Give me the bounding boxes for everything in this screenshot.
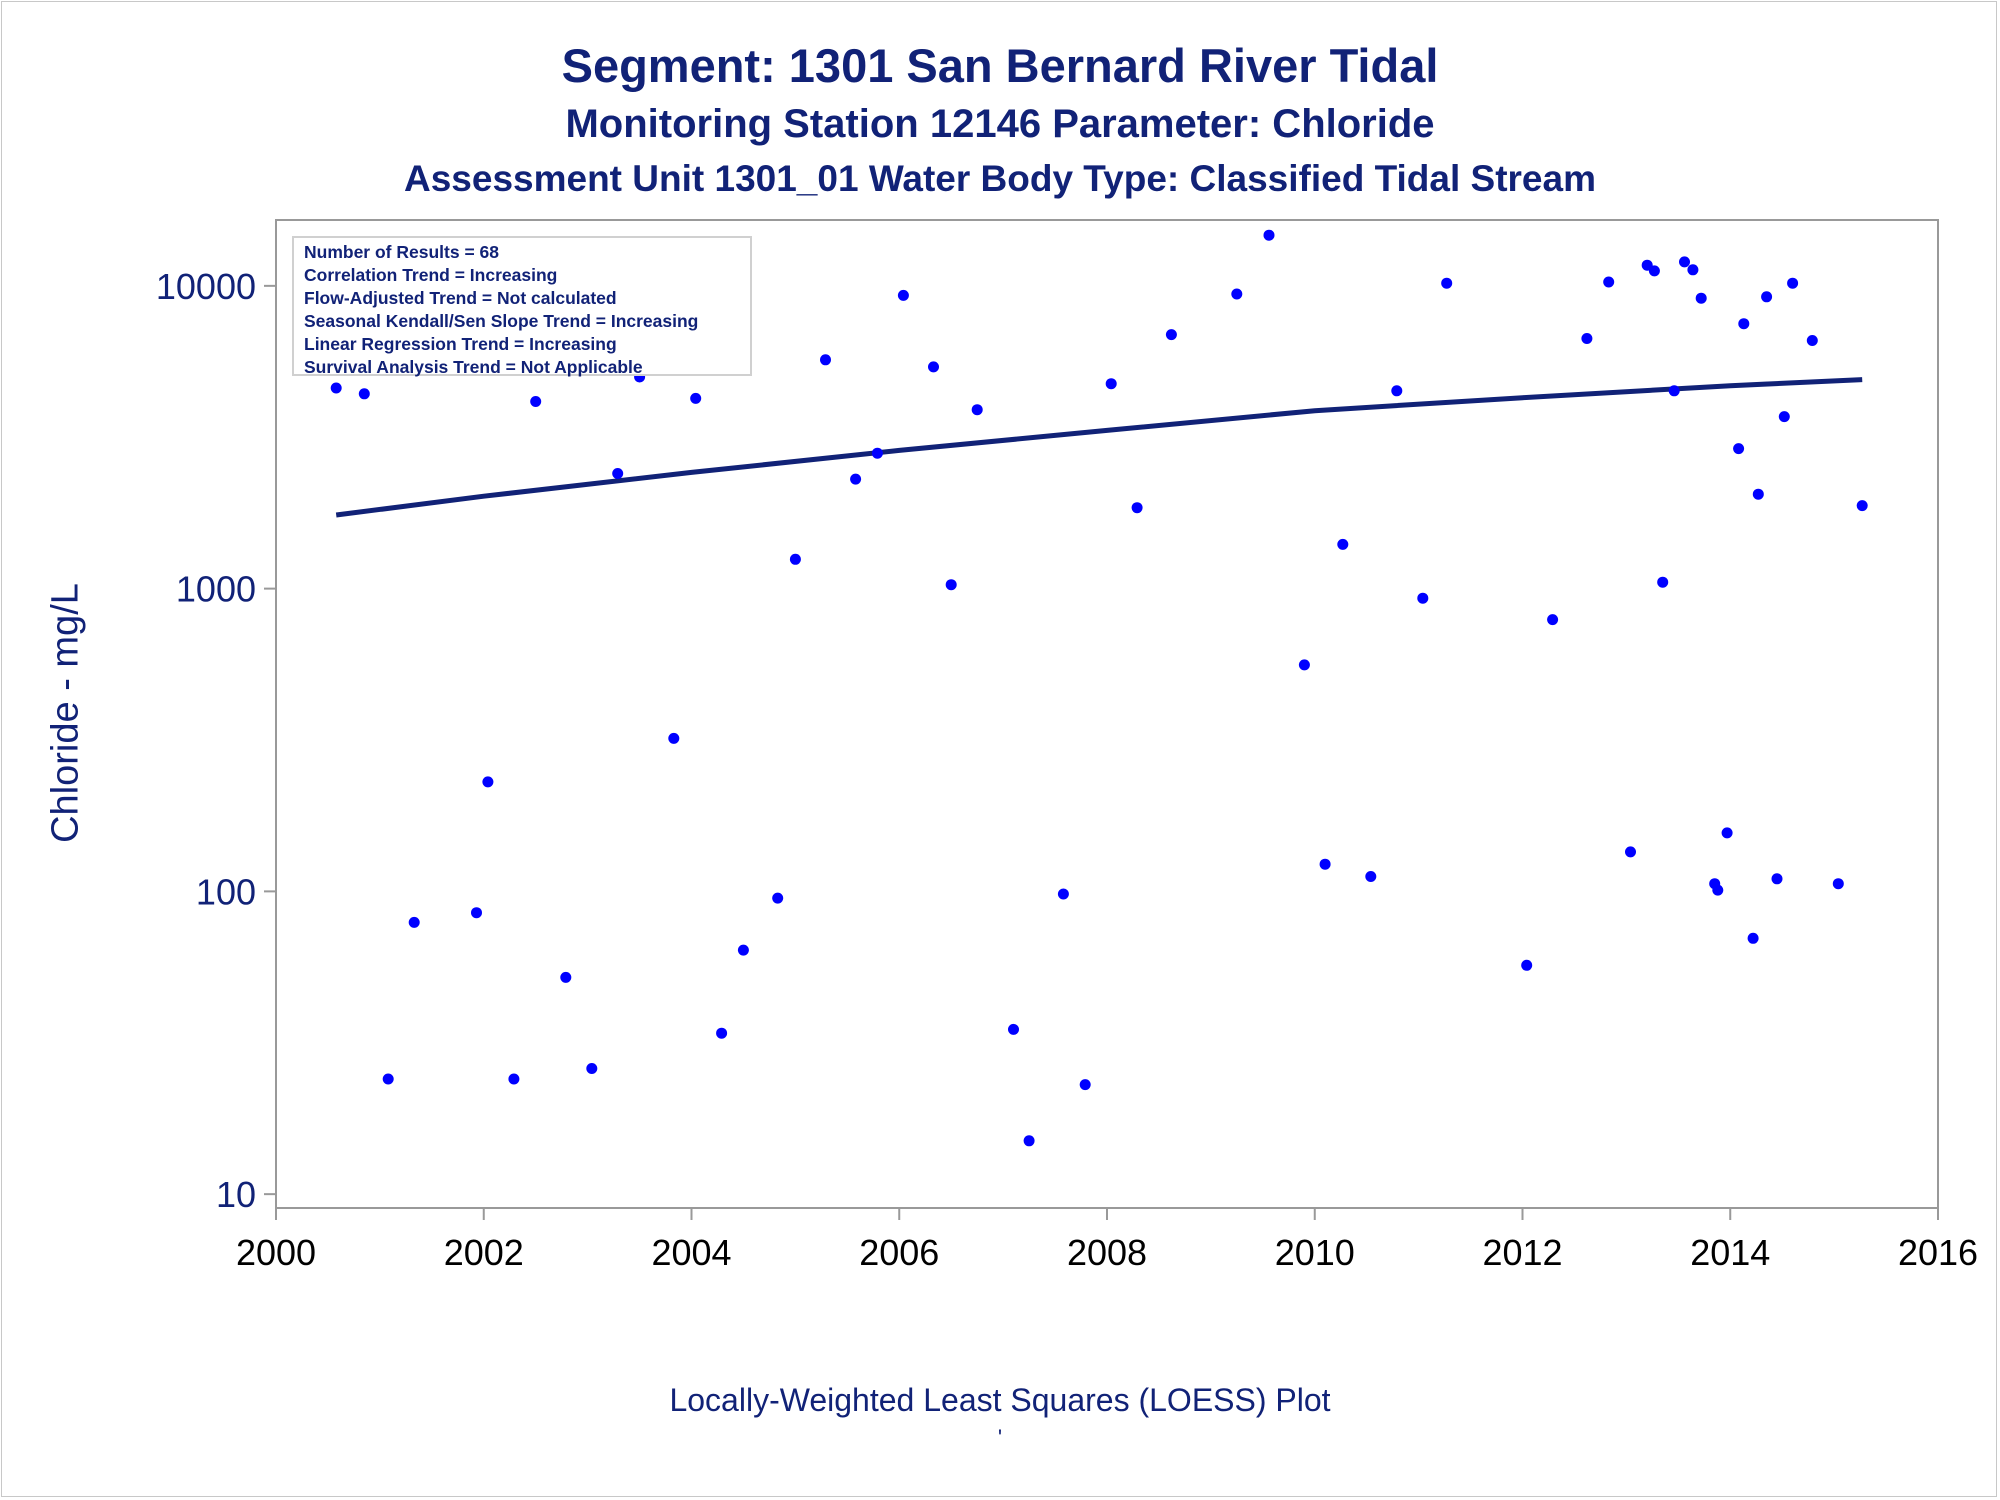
data-point (1079, 1079, 1091, 1091)
stat-survival-analysis-trend: Survival Analysis Trend = Not Applicable (304, 357, 643, 377)
stat-flow-adjusted-trend: Flow-Adjusted Trend = Not calculated (304, 288, 617, 308)
y-tick-label: 1000 (176, 569, 256, 610)
data-point (1679, 256, 1690, 268)
data-point (1319, 858, 1331, 870)
data-point (1131, 502, 1143, 514)
data-point (1721, 827, 1733, 839)
data-point (1752, 488, 1764, 500)
data-point (1165, 329, 1177, 341)
stat-linear-regression-trend: Linear Regression Trend = Increasing (304, 334, 617, 354)
x-tick-label: 2000 (236, 1232, 316, 1273)
y-tick-label: 10000 (156, 266, 256, 307)
x-tick-label: 2012 (1482, 1232, 1562, 1273)
data-point (820, 354, 831, 366)
data-point (1023, 1135, 1035, 1147)
data-point (1391, 385, 1403, 397)
data-point (1603, 276, 1615, 288)
data-point (716, 1027, 728, 1039)
data-point (1298, 659, 1310, 671)
data-point (1733, 443, 1745, 455)
data-point (1712, 884, 1724, 896)
stat-number-of-results: Number of Results = 68 (304, 242, 499, 262)
data-point (1668, 385, 1680, 397)
x-tick-label: 2010 (1275, 1232, 1355, 1273)
data-point (471, 907, 482, 919)
y-tick-label: 100 (196, 871, 256, 912)
stat-correlation-trend: Correlation Trend = Increasing (304, 265, 558, 285)
data-point (358, 388, 370, 400)
data-point (1787, 277, 1799, 289)
data-point (897, 289, 909, 301)
data-point (850, 473, 862, 485)
y-axis-label: Chloride - mg/L (44, 583, 87, 843)
data-point (1625, 846, 1636, 858)
data-point (330, 382, 342, 394)
x-tick-label: 2014 (1690, 1232, 1770, 1273)
data-point (1657, 576, 1669, 588)
data-point (560, 971, 572, 983)
data-point (1365, 871, 1377, 882)
data-point (1747, 932, 1759, 944)
chart-footnote: Locally-Weighted Least Squares (LOESS) P… (669, 1382, 1331, 1418)
x-tick-label: 2008 (1067, 1232, 1147, 1273)
data-point (1263, 229, 1275, 241)
data-point (1648, 265, 1660, 277)
data-point (871, 447, 883, 459)
data-point (1771, 873, 1783, 885)
footnote-mark: ' (997, 1425, 1003, 1450)
data-point (1738, 318, 1750, 330)
data-point (1231, 288, 1243, 300)
data-point (928, 361, 939, 373)
data-point (1547, 614, 1559, 626)
chart-title: Segment: 1301 San Bernard River Tidal (561, 39, 1439, 92)
chart-subtitle: Monitoring Station 12146 Parameter: Chlo… (565, 102, 1435, 146)
data-point (1806, 335, 1818, 346)
loess-trend-line (335, 377, 1863, 518)
data-point (508, 1073, 520, 1085)
data-point (1008, 1023, 1019, 1035)
data-point (1761, 291, 1773, 303)
data-point (1105, 378, 1117, 390)
data-point (1856, 500, 1868, 512)
data-point (382, 1073, 394, 1085)
data-point (1337, 538, 1349, 550)
data-point (612, 468, 624, 479)
data-point (1581, 333, 1593, 344)
data-point (530, 396, 542, 407)
data-point (789, 553, 801, 565)
data-point (971, 404, 983, 416)
data-point (586, 1063, 598, 1074)
data-point (1057, 888, 1069, 900)
x-tick-label: 2002 (444, 1232, 524, 1273)
data-point (772, 892, 784, 904)
chart-subtitle-assessment: Assessment Unit 1301_01 Water Body Type:… (404, 158, 1596, 199)
data-point (737, 944, 749, 956)
x-tick-label: 2004 (651, 1232, 731, 1273)
data-point (1417, 592, 1429, 604)
data-point (1441, 277, 1453, 289)
statistics-box: Number of Results = 68 Correlation Trend… (292, 236, 752, 377)
data-point (1832, 878, 1844, 890)
data-point (1521, 959, 1533, 971)
y-tick-label: 10 (216, 1174, 256, 1215)
data-point (945, 579, 957, 591)
x-tick-label: 2016 (1898, 1232, 1978, 1273)
x-tick-label: 2006 (859, 1232, 939, 1273)
data-point (1695, 292, 1707, 304)
data-point (482, 776, 494, 788)
data-point (1687, 264, 1699, 276)
stat-seasonal-kendall-trend: Seasonal Kendall/Sen Slope Trend = Incre… (304, 311, 699, 331)
data-point (1778, 411, 1790, 423)
data-point (668, 732, 680, 744)
data-point (690, 392, 702, 404)
data-point (408, 916, 420, 928)
